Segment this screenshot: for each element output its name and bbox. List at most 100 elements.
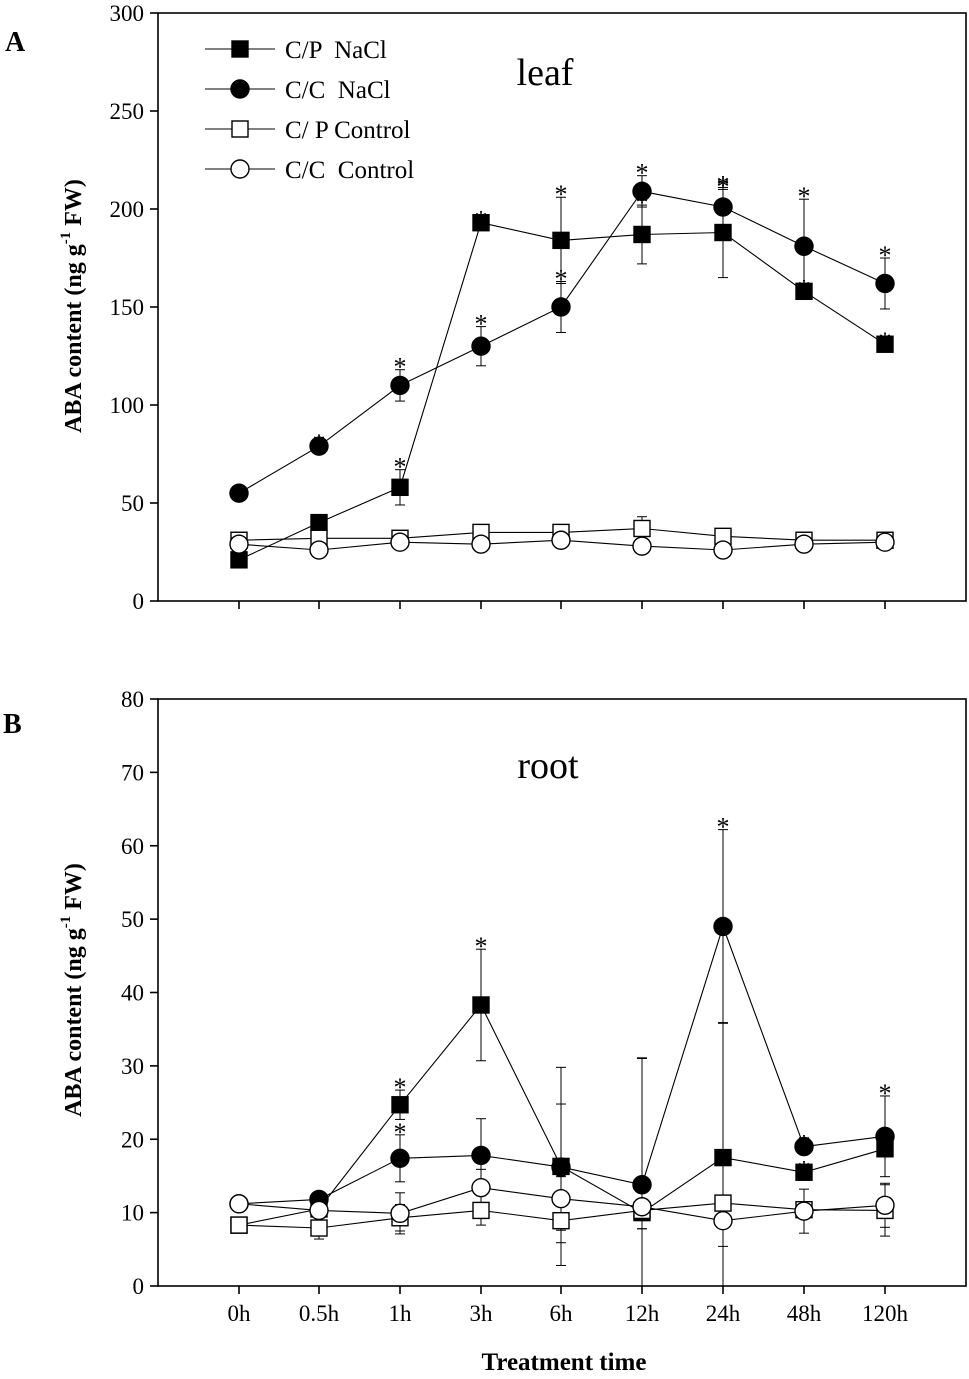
legend-label-2: C/C NaCl [285, 77, 391, 104]
leaf-series-2-significance-star: * [394, 353, 407, 382]
leaf-series-1-significance-star: * [555, 180, 568, 209]
leaf-series-1-significance-star: * [717, 170, 730, 199]
legend-marker-4 [230, 159, 250, 179]
leaf-series-3-point [633, 519, 651, 538]
legend-marker-3 [231, 120, 249, 138]
leaf-series-1-point [876, 335, 894, 353]
leaf-series-2-significance-star: * [313, 429, 326, 458]
leaf-series-1-significance-star: * [879, 327, 892, 356]
leaf-series-4-point [875, 532, 895, 552]
root-series-1-significance-star: * [475, 932, 488, 961]
root-series-2-point [713, 916, 733, 937]
root-series-2-point [875, 1126, 895, 1147]
leaf-series-2-significance-star: * [475, 310, 488, 339]
leaf-y-tick-label: 50 [121, 491, 144, 516]
panel-a-title: leaf [517, 52, 574, 94]
leaf-series-2-significance-star: * [798, 182, 811, 211]
leaf-y-tick-label: 100 [110, 393, 145, 418]
root-y-tick-label: 40 [121, 981, 144, 1006]
x-tick-label: 0h [228, 1301, 252, 1326]
leaf-series-1-point [552, 231, 570, 250]
leaf-series-1-point [391, 478, 409, 497]
leaf-series-4-point [794, 534, 814, 554]
root-series-4-point [632, 1197, 652, 1217]
leaf-series-2-point [632, 181, 652, 202]
root-y-tick-label: 50 [121, 907, 144, 932]
leaf-series-1-significance-star: * [798, 274, 811, 303]
panel-a-ylabel: ABA content (ng g-1 FW) [58, 179, 87, 433]
root-series-1-point [795, 1163, 813, 1181]
leaf-series-4-point [390, 532, 410, 552]
leaf-series-1-point [714, 223, 732, 242]
legend-label-4: C/C Control [285, 157, 414, 184]
root-series-1-point [714, 1148, 732, 1167]
leaf-series-4-point [632, 536, 652, 556]
root-series-2-point [471, 1145, 491, 1166]
root-series-3-point [230, 1216, 248, 1234]
leaf-series-2-point [551, 297, 571, 317]
root-series-2-significance-star: * [879, 1079, 892, 1108]
root-series-1-significance-star: * [394, 1073, 407, 1102]
root-series-4-point [229, 1194, 249, 1214]
root-series-4-point [390, 1203, 410, 1224]
x-axis-label: Treatment time [482, 1349, 647, 1376]
root-series-2-point [390, 1148, 410, 1169]
root-series-4-point [794, 1201, 814, 1221]
panel-b-label: B [3, 709, 22, 740]
root-series-1-point [472, 996, 490, 1014]
legend: C/P NaCl C/C NaCl C/ P Control C/C Control [205, 37, 414, 184]
root-series-2-point [551, 1157, 571, 1177]
root-y-tick-label: 80 [121, 687, 144, 712]
panel-b-ylabel: ABA content (ng g-1 FW) [58, 863, 87, 1117]
root-series-2-point [794, 1136, 814, 1157]
leaf-y-tick-label: 0 [133, 589, 145, 614]
leaf-series-2-point [229, 483, 249, 503]
root-series-4-point [471, 1177, 491, 1198]
root-series-3-point [472, 1201, 490, 1220]
x-tick-label: 0.5h [299, 1301, 340, 1326]
x-tick-label: 120h [862, 1301, 909, 1326]
root-series-3-point [552, 1211, 570, 1230]
leaf-series-2-point [794, 236, 814, 256]
leaf-series-4-point [309, 540, 329, 560]
x-tick-label: 3h [470, 1301, 494, 1326]
root-y-tick-label: 60 [121, 834, 144, 859]
root-series-4-point [551, 1188, 571, 1209]
x-tick-label: 1h [389, 1301, 413, 1326]
leaf-series-1-significance-star: * [475, 206, 488, 235]
root-series-3-point [310, 1219, 328, 1237]
leaf-series-1-point [795, 282, 813, 301]
leaf-series-1-point [472, 214, 490, 232]
panel-b-title: root [517, 745, 579, 787]
leaf-series-1-significance-star: * [394, 453, 407, 482]
x-tick-label: 6h [550, 1301, 574, 1326]
root-series-4-point [309, 1200, 329, 1221]
leaf-series-1-point [310, 513, 328, 532]
leaf-series-2-significance-star: * [879, 241, 892, 270]
root-series-2-significance-star: * [798, 1130, 811, 1159]
leaf-series-2-point [875, 273, 895, 294]
root-series-2-significance-star: * [717, 813, 730, 842]
leaf-series-2-significance-star: * [636, 159, 649, 188]
leaf-series-2-point [713, 197, 733, 217]
x-tick-label: 12h [625, 1301, 660, 1326]
root-y-tick-label: 30 [121, 1054, 144, 1079]
x-tick-label: 48h [787, 1301, 822, 1326]
leaf-y-tick-label: 200 [110, 197, 145, 222]
root-series-1-point [391, 1096, 409, 1114]
leaf-series-4-point [551, 530, 571, 550]
leaf-series-4-point [471, 534, 491, 554]
leaf-series-1-point [230, 551, 248, 569]
x-tick-label: 24h [706, 1301, 741, 1326]
legend-marker-2 [230, 79, 250, 99]
root-series-4-point [713, 1210, 733, 1231]
leaf-series-2-significance-star: * [555, 265, 568, 294]
leaf-series-1-point [633, 225, 651, 244]
leaf-y-tick-label: 250 [110, 99, 145, 124]
leaf-series-2-point [309, 436, 329, 456]
root-y-tick-label: 0 [133, 1274, 145, 1299]
panel-a-label: A [5, 27, 26, 58]
legend-marker-1 [231, 40, 249, 58]
